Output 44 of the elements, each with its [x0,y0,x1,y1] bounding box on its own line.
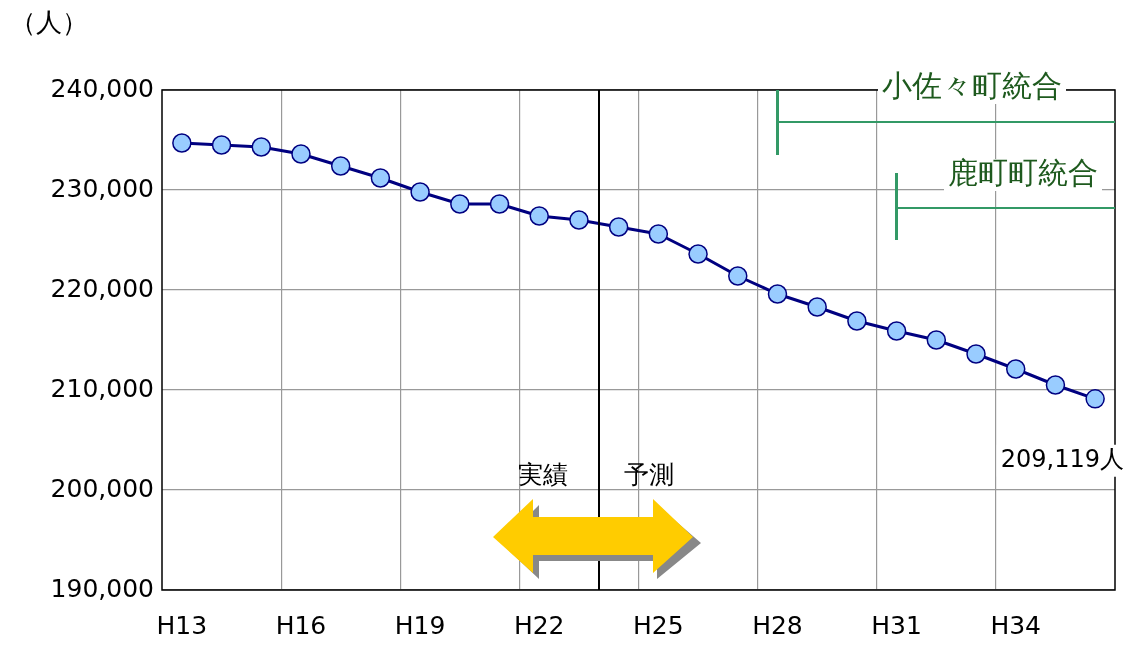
annotation: 鹿町町統合 [948,154,1098,190]
point [172,133,192,153]
y-tick-label: 190,000 [50,573,154,603]
point [886,321,907,341]
y-tick-label: 240,000 [50,73,154,103]
point [608,217,629,237]
y-tick-label: 220,000 [50,273,154,303]
y-axis-title: （人） [10,6,88,37]
x-tick-label: H31 [871,610,922,640]
point [807,297,827,317]
annotation: 実績 [518,459,568,489]
point [410,182,430,202]
x-tick-label: H22 [513,610,565,640]
point [648,224,669,244]
data-label: 209,119人 [1000,445,1124,474]
point [569,210,589,230]
annotation: 小佐々町統合 [882,67,1062,103]
point [330,156,351,176]
x-tick-label: H34 [990,610,1042,640]
y-tick-label: 200,000 [50,473,154,503]
point [688,244,708,264]
point [251,137,272,157]
point [211,135,232,155]
point [370,168,391,188]
point [489,194,510,214]
y-tick-label: 210,000 [50,373,154,403]
point [529,206,549,226]
annotation: 予測 [624,459,674,489]
y-tick-label: 230,000 [50,173,154,203]
x-tick-label: H25 [633,610,684,640]
point [1005,359,1026,379]
point [847,311,867,331]
point [1045,375,1066,395]
point [291,144,311,164]
point [450,194,470,214]
x-tick-label: H13 [156,610,208,640]
point [1085,389,1105,409]
x-tick-label: H28 [752,610,803,640]
point [926,330,947,350]
x-tick-label: H16 [275,610,327,640]
point [728,266,748,286]
point [966,344,986,364]
x-tick-label: H19 [394,610,446,640]
point [767,284,788,304]
